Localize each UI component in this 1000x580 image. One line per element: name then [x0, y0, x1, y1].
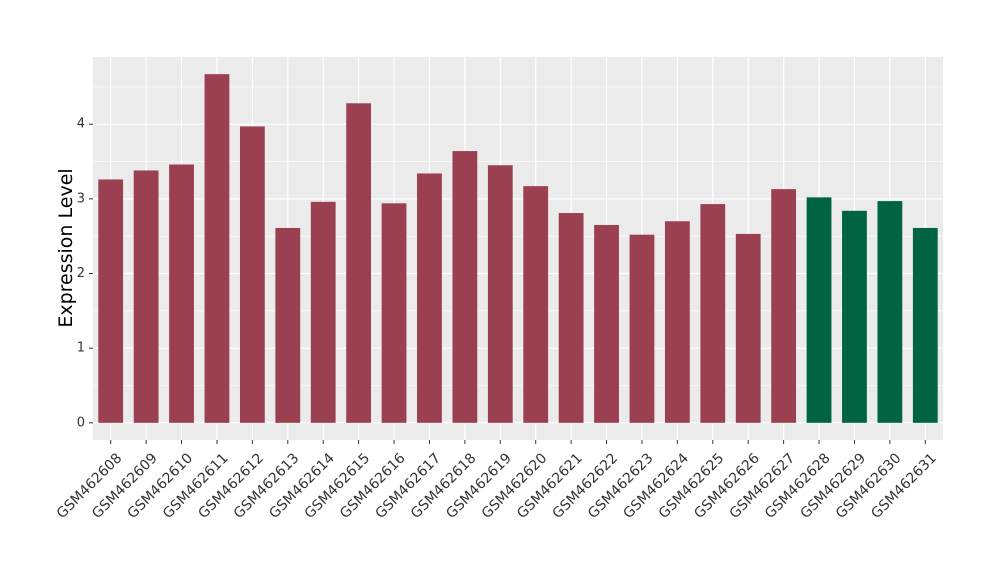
bar	[629, 234, 655, 423]
bar	[700, 204, 726, 423]
bar	[594, 224, 619, 423]
bar	[771, 189, 797, 423]
y-tick-label: 0	[77, 415, 85, 430]
bar	[239, 126, 265, 423]
bar	[310, 201, 336, 423]
y-tick-label: 4	[77, 117, 85, 132]
bar	[417, 173, 442, 423]
bar	[169, 164, 194, 423]
bar	[98, 179, 124, 423]
bar	[664, 221, 690, 423]
bar	[806, 197, 832, 423]
bar	[523, 186, 549, 423]
bar	[558, 213, 584, 423]
bar	[877, 201, 903, 423]
plot-background	[93, 57, 943, 440]
bar	[133, 170, 159, 423]
bar	[275, 227, 301, 423]
bar	[735, 233, 761, 423]
bar	[381, 203, 407, 423]
bar	[912, 227, 938, 423]
bar	[204, 74, 230, 423]
bar	[842, 210, 867, 423]
bar	[487, 165, 513, 423]
y-tick-label: 2	[77, 266, 85, 281]
bar	[346, 103, 372, 423]
y-axis-title: Expression Level	[55, 168, 77, 327]
y-tick-label: 3	[77, 191, 85, 206]
y-tick-label: 1	[77, 341, 85, 356]
bar	[452, 151, 478, 423]
